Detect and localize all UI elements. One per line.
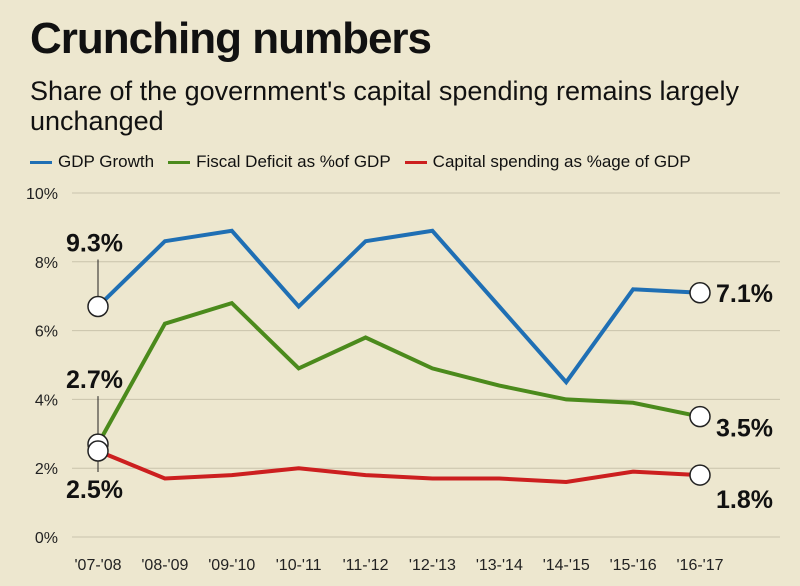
legend-swatch-gdp — [30, 160, 52, 164]
legend-swatch-capex — [404, 160, 427, 164]
series-line-1 — [96, 300, 701, 446]
series-line-2 — [97, 449, 701, 485]
y-tick-label: 4% — [35, 392, 58, 409]
legend-swatch-deficit — [168, 160, 191, 164]
x-tick-label: '07-'08 — [74, 557, 121, 574]
y-tick-label: 8% — [35, 255, 58, 272]
series-line-0 — [96, 228, 701, 386]
legend-item-capex: Capital spending as %age of GDP — [404, 152, 691, 172]
callout-label: 1.8% — [716, 486, 773, 514]
data-point-marker — [87, 295, 109, 318]
x-tick-label: '09-'10 — [208, 557, 255, 574]
x-tick-label: '10-'11 — [276, 557, 322, 574]
legend-item-deficit: Fiscal Deficit as %of GDP — [168, 152, 391, 172]
x-tick-label: '13-'14 — [476, 557, 523, 574]
legend-label-gdp: GDP Growth — [58, 152, 155, 171]
x-tick-label: '08-'09 — [141, 557, 188, 574]
data-point-marker — [689, 282, 711, 304]
callout-label: 3.5% — [716, 415, 773, 443]
y-tick-label: 6% — [35, 324, 58, 341]
chart-subtitle: Share of the government's capital spendi… — [30, 76, 740, 136]
legend: GDP Growth Fiscal Deficit as %of GDP Cap… — [30, 152, 691, 172]
x-tick-label: '12-'13 — [409, 557, 456, 574]
y-tick-label: 0% — [35, 530, 58, 547]
legend-label-capex: Capital spending as %age of GDP — [432, 152, 691, 171]
x-tick-label: '16-'17 — [676, 557, 723, 574]
legend-item-gdp: GDP Growth — [30, 152, 154, 172]
data-point-marker — [87, 440, 109, 462]
data-point-marker — [689, 405, 711, 428]
y-tick-label: 10% — [26, 186, 58, 203]
data-point-marker — [689, 464, 711, 486]
chart-title: Crunching numbers — [30, 14, 432, 63]
callout-label: 2.5% — [66, 476, 123, 504]
x-tick-label: '14-'15 — [543, 557, 590, 574]
x-tick-label: '11-'12 — [343, 557, 389, 574]
callout-label: 9.3% — [66, 230, 123, 258]
y-tick-label: 2% — [35, 461, 58, 478]
callout-label: 7.1% — [716, 280, 773, 308]
legend-label-deficit: Fiscal Deficit as %of GDP — [196, 152, 391, 171]
x-tick-label: '15-'16 — [610, 557, 657, 574]
callout-label: 2.7% — [66, 366, 123, 394]
